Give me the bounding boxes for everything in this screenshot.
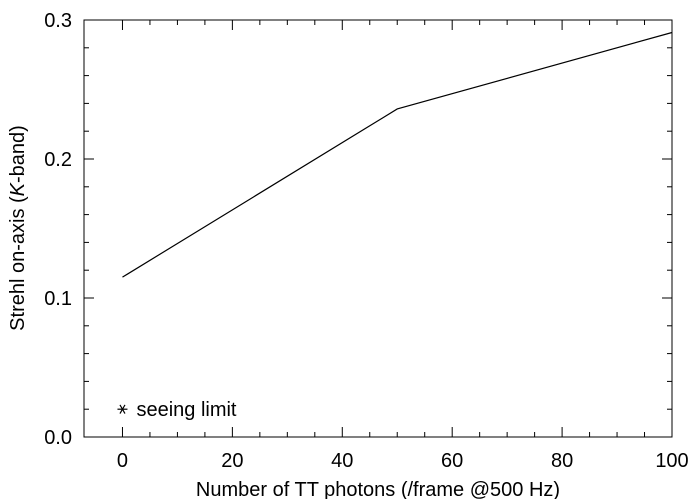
y-tick-label: 0.0 xyxy=(44,427,72,449)
series-group xyxy=(122,31,673,278)
y-tick-label: 0.2 xyxy=(44,149,72,171)
x-axis-title: Number of TT photons (/frame @500 Hz) xyxy=(196,479,560,499)
axis-ticks xyxy=(84,19,673,438)
y-tick-label: 0.3 xyxy=(44,10,72,32)
x-tick-label: 20 xyxy=(221,450,243,472)
y-tick-label: 0.1 xyxy=(44,288,72,310)
y-axis-title-prefix: Strehl on-axis ( xyxy=(7,196,29,331)
x-tick-label: 80 xyxy=(551,450,573,472)
y-axis-title: Strehl on-axis (K-band) xyxy=(7,125,29,331)
x-tick-label: 100 xyxy=(655,450,688,472)
markers-group: seeing limit xyxy=(117,399,237,421)
asterisk-stroke xyxy=(119,404,126,414)
plot-frame xyxy=(83,19,673,438)
marker-label: seeing limit xyxy=(136,399,236,421)
x-tick-label: 60 xyxy=(441,450,463,472)
asterisk-marker xyxy=(117,404,128,414)
y-axis-title-suffix: -band) xyxy=(7,125,29,183)
x-tick-label: 0 xyxy=(117,450,128,472)
x-tick-label: 40 xyxy=(331,450,353,472)
y-axis-title-italic: K xyxy=(7,181,29,196)
series-line xyxy=(122,31,673,278)
axis-tick-labels: 0 20 40 60 80 100 0.0 0.1 0.2 0.3 xyxy=(44,10,689,472)
